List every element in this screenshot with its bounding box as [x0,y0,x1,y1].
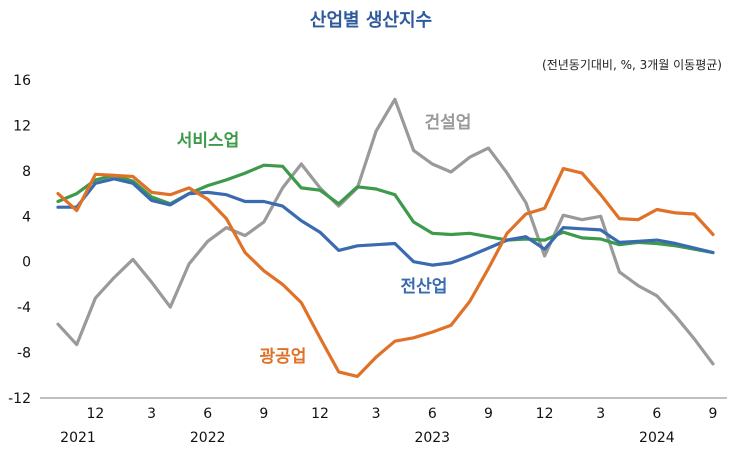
x-tick-label: 3 [372,406,381,422]
series-line-0 [56,97,715,366]
y-tick-label: 16 [13,73,31,89]
series-lines [56,97,715,378]
series-label: 광공업 [260,347,307,367]
x-tick-label: 9 [484,406,493,422]
y-tick-label: 12 [13,118,31,134]
x-tick-label: 12 [311,406,329,422]
y-tick-label: -12 [8,391,31,407]
x-tick-label: 9 [259,406,268,422]
x-tick-label: 3 [596,406,605,422]
y-tick-label: 0 [22,255,31,271]
series-label: 전산업 [401,277,448,297]
y-tick-label: -8 [17,346,31,362]
x-tick-label: 6 [652,406,661,422]
y-tick-label: 4 [22,209,31,225]
x-tick-label: 12 [87,406,105,422]
y-axis-tick-labels: 16 12 8 4 0 -4 -8 -12 [8,73,31,407]
series-label: 서비스업 [177,131,240,151]
x-year-label: 2022 [190,430,226,446]
x-tick-label: 12 [536,406,554,422]
series-line-3 [56,167,715,378]
y-tick-label: -4 [17,300,31,316]
x-year-label: 2024 [639,430,675,446]
series-line-2 [56,177,715,267]
chart-title: 산업별 생산지수 [310,10,432,31]
x-tick-label: 9 [709,406,718,422]
x-axis: 12 3 6 9 12 3 6 9 12 3 6 9 2021 2022 2023 2024 [40,397,727,446]
x-tick-label: 6 [203,406,212,422]
x-year-label: 2021 [60,430,96,446]
x-year-label: 2023 [414,430,450,446]
chart-subtitle: (전년동기대비, %, 3개월 이동평균) [542,58,722,72]
x-tick-label: 6 [428,406,437,422]
series-label: 건설업 [425,113,472,133]
y-tick-label: 8 [22,164,31,180]
x-tick-label: 3 [147,406,156,422]
